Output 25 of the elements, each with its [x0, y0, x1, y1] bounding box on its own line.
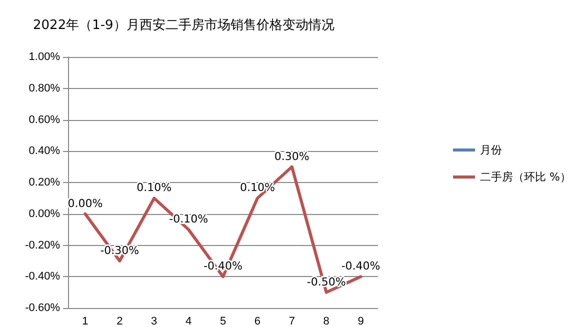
x-tick-label: 2 [116, 316, 123, 327]
x-tick-label: 8 [323, 316, 330, 327]
x-tick-label: 3 [151, 316, 158, 327]
y-tick-label: 0.20% [28, 176, 60, 188]
data-label: -0.40% [341, 260, 380, 273]
chart-title: 2022年（1-9）月西安二手房市场销售价格变动情况 [33, 17, 334, 33]
y-tick-label: 0.60% [28, 114, 60, 126]
y-tick-label: -0.60% [25, 302, 60, 314]
y-tick-label: 0.00% [28, 208, 60, 220]
legend-label: 二手房（环比 %） [480, 170, 572, 184]
x-tick-label: 1 [82, 316, 88, 327]
x-tick-label: 4 [185, 316, 192, 327]
x-tick-label: 7 [288, 316, 295, 327]
data-label: 0.10% [136, 181, 172, 194]
y-tick-label: 0.40% [28, 145, 60, 158]
data-label: 0.30% [274, 150, 310, 163]
y-tick-label: 0.80% [28, 82, 60, 94]
legend-label: 月份 [480, 144, 502, 156]
x-tick-label: 9 [358, 316, 364, 327]
data-label: 0.00% [68, 196, 103, 210]
y-tick-label: -0.20% [25, 239, 60, 252]
x-tick-label: 5 [220, 316, 226, 327]
y-tick-label: 1.00% [28, 51, 60, 63]
y-tick-label: -0.40% [25, 270, 60, 283]
x-tick-label: 6 [254, 316, 261, 327]
